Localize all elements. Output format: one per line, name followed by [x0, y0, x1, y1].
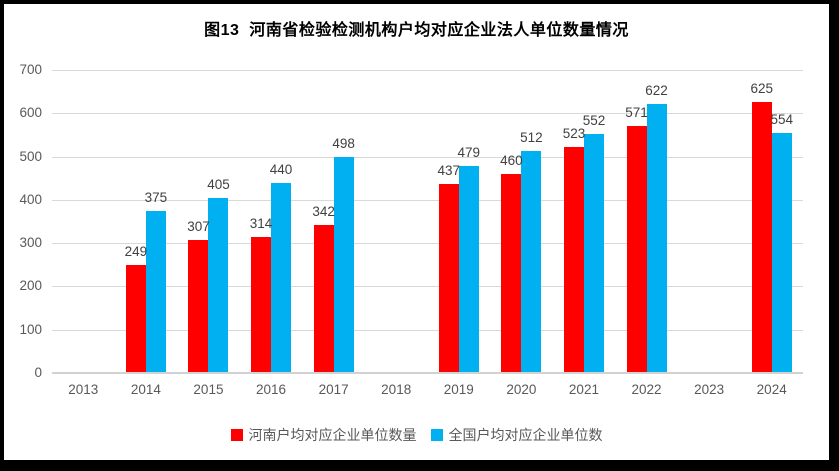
y-tick-label: 0 — [34, 365, 42, 380]
gridline — [52, 156, 803, 158]
data-label-national-2015: 405 — [207, 176, 230, 192]
chart-title: 图13 河南省检验检测机构户均对应企业法人单位数量情况 — [204, 22, 629, 39]
y-tick-label: 100 — [19, 321, 42, 337]
x-tick-label: 2017 — [318, 382, 349, 397]
legend-swatch-henan — [230, 429, 243, 441]
gridline — [52, 70, 803, 71]
plot-area: 0 100 200 300 400 500 600 700 2013 2014 249 375 2015… — [19, 62, 803, 397]
bar-national-2020 — [521, 151, 542, 372]
y-tick-label: 400 — [19, 191, 42, 207]
x-tick-label: 2024 — [756, 382, 787, 397]
data-label-henan-2024: 625 — [750, 81, 773, 97]
legend-label-henan: 河南户均对应企业单位数量 — [248, 427, 417, 443]
gridline — [52, 286, 803, 288]
data-label-national-2019: 479 — [457, 144, 481, 160]
data-label-henan-2016: 314 — [249, 216, 273, 232]
y-tick-label: 300 — [19, 235, 42, 251]
data-label-national-2014: 375 — [144, 189, 168, 205]
gridline — [52, 243, 803, 245]
x-tick-label: 2013 — [68, 382, 99, 397]
legend-swatch-national — [430, 429, 443, 441]
data-label-national-2022: 622 — [645, 82, 668, 98]
x-tick-label: 2022 — [631, 382, 662, 397]
gridline — [52, 113, 803, 115]
x-axis-line — [52, 372, 803, 374]
bar-national-2022 — [646, 103, 667, 372]
x-tick-label: 2018 — [381, 382, 412, 397]
gridline — [52, 199, 803, 201]
x-tick-label: 2015 — [193, 382, 224, 397]
data-label-henan-2021: 523 — [562, 125, 586, 141]
data-label-henan-2020: 460 — [500, 152, 523, 168]
bar-national-2019 — [458, 165, 479, 372]
x-tick-label: 2023 — [694, 382, 725, 397]
bar-henan-2024 — [751, 102, 772, 372]
bar-henan-2015 — [188, 240, 209, 372]
bar-national-2024 — [771, 133, 792, 372]
data-label-henan-2017: 342 — [312, 203, 335, 219]
bar-henan-2022 — [626, 125, 647, 372]
bar-national-2021 — [583, 134, 604, 372]
data-label-henan-2022: 571 — [625, 104, 648, 120]
bar-national-2015 — [208, 197, 229, 372]
bar-henan-2021 — [563, 146, 584, 372]
bar-national-2016 — [271, 182, 292, 372]
data-label-henan-2014: 249 — [124, 244, 148, 260]
bar-henan-2020 — [501, 173, 522, 372]
x-tick-label: 2021 — [568, 382, 599, 397]
data-label-henan-2019: 437 — [437, 162, 461, 178]
bar-national-2014 — [145, 210, 166, 372]
bar-henan-2017 — [313, 224, 334, 372]
x-tick-label: 2014 — [130, 382, 161, 397]
y-tick-label: 700 — [19, 62, 42, 77]
bar-national-2017 — [333, 157, 354, 372]
x-tick-label: 2019 — [443, 382, 474, 397]
x-tick-label: 2016 — [256, 382, 287, 397]
data-label-henan-2015: 307 — [187, 219, 210, 235]
data-label-national-2021: 552 — [582, 113, 606, 129]
legend-label-national: 全国户均对应企业单位数 — [448, 427, 603, 443]
bar-henan-2014 — [125, 265, 146, 372]
y-tick-label: 500 — [19, 148, 42, 164]
data-label-national-2016: 440 — [269, 161, 293, 177]
data-label-national-2017: 498 — [332, 136, 355, 152]
legend: 河南户均对应企业单位数量 全国户均对应企业单位数 — [4, 425, 829, 445]
data-label-national-2024: 554 — [770, 112, 793, 128]
y-tick-label: 200 — [19, 278, 42, 294]
x-tick-label: 2020 — [506, 382, 537, 397]
bar-henan-2019 — [438, 183, 459, 372]
y-tick-label: 600 — [19, 105, 42, 121]
data-label-national-2020: 512 — [520, 130, 543, 146]
gridline — [52, 329, 803, 331]
bar-henan-2016 — [251, 237, 272, 372]
